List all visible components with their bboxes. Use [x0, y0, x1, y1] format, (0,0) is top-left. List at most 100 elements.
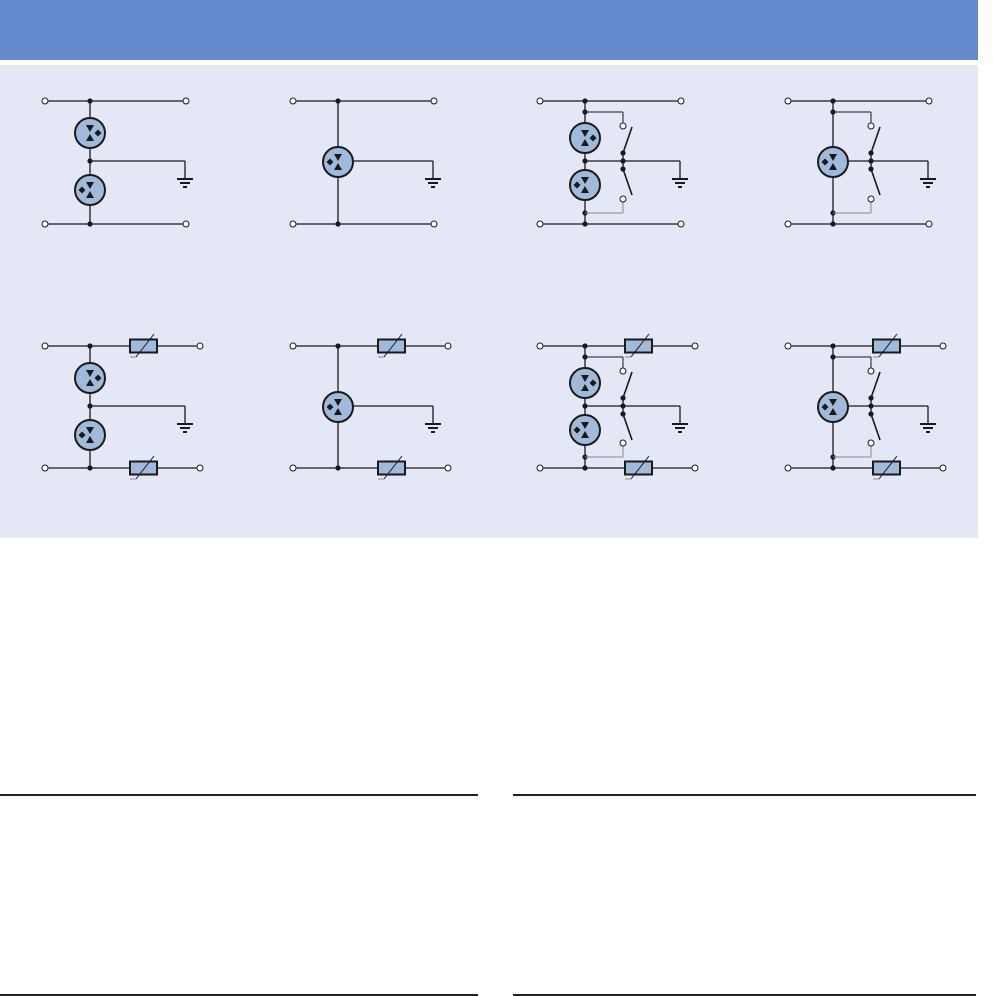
circuit-1	[41, 97, 193, 228]
terminal-icon	[784, 220, 792, 228]
tube-body	[74, 362, 106, 394]
terminal-icon	[289, 342, 297, 350]
junction-dot	[582, 221, 588, 227]
terminal-icon	[41, 464, 49, 472]
circuit-4	[784, 97, 936, 228]
wire	[870, 413, 881, 441]
electrode-arrow-down	[86, 370, 94, 377]
terminal-icon	[536, 97, 544, 105]
tube-body	[74, 117, 106, 149]
junction-dot	[87, 465, 93, 471]
fail-safe-switch-icon	[868, 126, 881, 161]
electrode-arrow-down	[334, 154, 342, 161]
divider-left-top	[0, 794, 478, 796]
electrode-arrow-down	[829, 154, 837, 161]
electrode-arrow-down	[581, 375, 589, 382]
header-band	[0, 0, 978, 60]
electrode-arrow-down	[86, 427, 94, 434]
terminal-icon	[691, 464, 699, 472]
terminal-icon	[939, 342, 947, 350]
terminal-icon	[536, 220, 544, 228]
varistor-icon	[872, 455, 901, 480]
terminal-icon	[925, 97, 933, 105]
electrode-arrow-up	[86, 134, 94, 141]
electrode-arrow-down	[334, 399, 342, 406]
ground-icon	[425, 178, 441, 188]
terminal-icon	[289, 97, 297, 105]
junction-dot	[582, 403, 588, 409]
electrode-dot	[589, 379, 597, 387]
electrode-arrow-up	[581, 186, 589, 193]
varistor-body	[624, 338, 653, 354]
terminal-icon	[182, 220, 190, 228]
wire	[622, 371, 633, 399]
varistor-icon	[129, 333, 158, 358]
electrode-arrow-up	[334, 408, 342, 415]
electrode-arrow-up	[581, 431, 589, 438]
wire	[870, 168, 881, 196]
wire	[383, 333, 403, 358]
wire	[878, 455, 898, 480]
gas-discharge-tube-icon	[569, 367, 601, 399]
varistor-body	[377, 460, 406, 476]
gas-discharge-tube-icon	[322, 146, 354, 178]
varistor-icon	[129, 455, 158, 480]
junction-dot	[582, 158, 588, 164]
electrode-arrow-down	[829, 399, 837, 406]
tube-body	[322, 391, 354, 423]
terminal-icon	[196, 342, 204, 350]
circuit-2	[289, 97, 441, 228]
electrode-dot	[573, 181, 581, 189]
circuit-3	[536, 97, 688, 228]
wire	[870, 126, 881, 154]
terminal-icon	[619, 122, 627, 130]
divider-right-bottom	[513, 994, 976, 996]
electrode-arrow-up	[829, 408, 837, 415]
electrode-arrow-down	[86, 182, 94, 189]
terminal-icon	[196, 464, 204, 472]
fail-safe-switch-icon	[620, 126, 633, 161]
junction-dot	[87, 343, 93, 349]
gas-discharge-tube-icon	[569, 122, 601, 154]
circuit-8	[784, 333, 947, 480]
junction-dot	[87, 98, 93, 104]
gas-discharge-tube-icon	[817, 391, 849, 423]
junction-dot	[335, 98, 341, 104]
electrode-dot	[94, 129, 102, 137]
junction-dot	[582, 98, 588, 104]
terminal-icon	[939, 464, 947, 472]
electrode-dot	[326, 403, 334, 411]
ground-icon	[672, 423, 688, 433]
divider-right-top	[513, 794, 976, 796]
circuit-7	[536, 333, 699, 480]
ground-icon	[177, 178, 193, 188]
wire	[622, 413, 633, 441]
ground-icon	[177, 423, 193, 433]
tube-body	[74, 419, 106, 451]
wire	[383, 455, 403, 480]
wire	[870, 371, 881, 399]
terminal-icon	[867, 122, 875, 130]
junction-dot	[830, 98, 836, 104]
tube-body	[569, 414, 601, 446]
terminal-icon	[619, 195, 627, 203]
junction-dot	[830, 343, 836, 349]
electrode-arrow-up	[86, 379, 94, 386]
varistor-body	[872, 338, 901, 354]
gas-discharge-tube-icon	[569, 414, 601, 446]
electrode-arrow-down	[86, 125, 94, 132]
terminal-icon	[430, 220, 438, 228]
terminal-icon	[677, 97, 685, 105]
tube-body	[322, 146, 354, 178]
varistor-icon	[377, 333, 406, 358]
tube-body	[817, 391, 849, 423]
tube-body	[569, 169, 601, 201]
gas-discharge-tube-icon	[74, 174, 106, 206]
circuit-5	[41, 333, 204, 480]
electrode-dot	[821, 158, 829, 166]
electrode-dot	[94, 374, 102, 382]
junction-dot	[335, 343, 341, 349]
terminal-icon	[289, 220, 297, 228]
ground-icon	[672, 178, 688, 188]
wire	[622, 168, 633, 196]
